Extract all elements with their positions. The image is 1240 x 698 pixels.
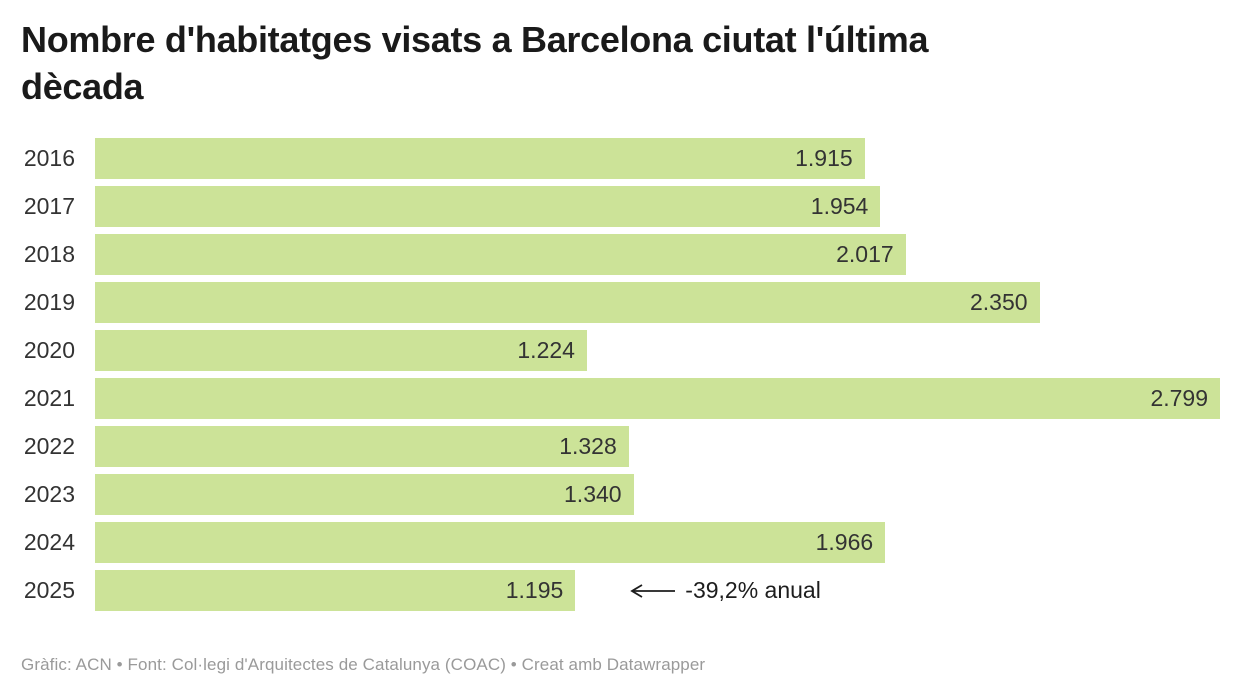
bar-track: 1.195 -39,2% anual: [95, 570, 1220, 611]
bar-value-label: 1.195: [505, 577, 564, 603]
bar-row-2022: 2022 1.328: [21, 426, 1220, 467]
year-label: 2016: [23, 145, 75, 171]
bar-row-2025: 2025 1.195 -39,2% anual: [21, 570, 1220, 611]
bar-2021: 2.799: [95, 378, 1220, 419]
bar-value-label: 1.328: [559, 433, 617, 459]
year-label: 2025: [23, 577, 75, 603]
bar-2020: 1.224: [95, 330, 587, 371]
bar-row-2017: 2017 1.954: [21, 186, 1220, 227]
chart-title-line2: dècada: [21, 66, 144, 107]
year-label: 2024: [23, 529, 75, 555]
year-label: 2018: [23, 241, 75, 267]
bar-row-2023: 2023 1.340: [21, 474, 1220, 515]
bar-2023: 1.340: [95, 474, 634, 515]
year-label: 2020: [23, 337, 75, 363]
bar-2018: 2.017: [95, 234, 906, 275]
bar-track: 1.340: [95, 474, 1220, 515]
bar-value-label: 1.966: [815, 529, 874, 555]
bar-track: 1.954: [95, 186, 1220, 227]
chart-footer: Gràfic: ACN • Font: Col·legi d'Arquitect…: [21, 655, 706, 674]
bar-2025: 1.195: [95, 570, 576, 611]
bar-track: 1.224: [95, 330, 1220, 371]
year-label: 2023: [23, 481, 75, 507]
year-label: 2022: [23, 433, 75, 459]
bar-row-2021: 2021 2.799: [21, 378, 1220, 419]
bar-value-label: 2.350: [969, 289, 1028, 315]
left-arrow-icon: [630, 583, 676, 598]
bar-track: 1.328: [95, 426, 1220, 467]
bar-2016: 1.915: [95, 138, 865, 179]
bar-row-2024: 2024 1.966: [21, 522, 1220, 563]
bar-value-label: 2.017: [836, 241, 894, 267]
bar-2019: 2.350: [95, 282, 1040, 323]
bar-2017: 1.954: [95, 186, 881, 227]
chart-title-line1: Nombre d'habitatges visats a Barcelona c…: [21, 19, 929, 60]
bar-track: 2.350: [95, 282, 1220, 323]
year-label: 2017: [23, 193, 75, 219]
bar-value-label: 1.224: [517, 337, 575, 363]
bar-track: 2.017: [95, 234, 1220, 275]
bar-value-label: 2.799: [1150, 385, 1208, 411]
bar-track: 1.915: [95, 138, 1220, 179]
year-label: 2021: [23, 385, 75, 411]
bar-track: 1.966: [95, 522, 1220, 563]
bar-row-2016: 2016 1.915: [21, 138, 1220, 179]
bar-row-2019: 2019 2.350: [21, 282, 1220, 323]
bar-row-2020: 2020 1.224: [21, 330, 1220, 371]
bar-track: 2.799: [95, 378, 1220, 419]
bar-plot: 2016 1.915 2017 1.954 2018 2.017 2019 2.350 2020…: [21, 138, 1220, 611]
bar-value-label: 1.954: [810, 193, 869, 219]
bar-2022: 1.328: [95, 426, 629, 467]
bar-row-2018: 2018 2.017: [21, 234, 1220, 275]
bar-value-label: 1.915: [795, 145, 853, 171]
chart-title: Nombre d'habitatges visats a Barcelona c…: [21, 16, 1220, 110]
annotation: -39,2% anual: [628, 577, 821, 604]
bar-value-label: 1.340: [564, 481, 622, 507]
annotation-text: -39,2% anual: [685, 577, 821, 603]
year-label: 2019: [23, 289, 75, 315]
bar-2024: 1.966: [95, 522, 886, 563]
